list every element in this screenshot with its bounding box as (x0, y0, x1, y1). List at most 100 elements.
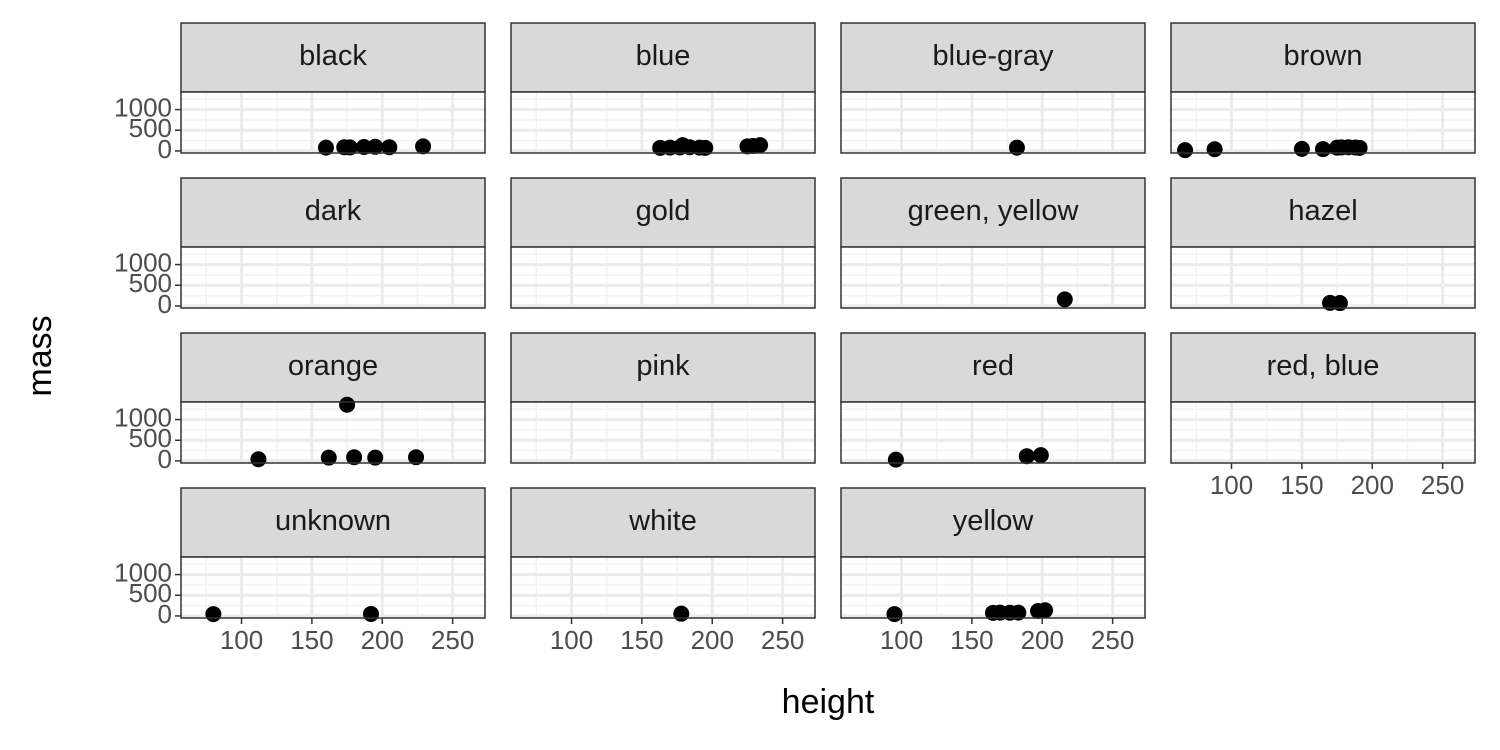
point (1351, 139, 1368, 156)
x-tick-label: 250 (1091, 625, 1134, 655)
x-tick-label: 100 (220, 625, 263, 655)
panel-border (840, 401, 1146, 464)
point (1293, 140, 1310, 157)
x-tick-label: 250 (761, 625, 804, 655)
x-axis-title: height (782, 683, 875, 721)
strip-label: red, blue (1267, 350, 1380, 382)
panel-border (840, 91, 1146, 154)
point (1010, 604, 1027, 621)
strip (840, 177, 1146, 248)
panel-bg (511, 557, 815, 618)
y-tick-label: 500 (129, 268, 172, 298)
strip-label: blue-gray (933, 40, 1054, 72)
strip-label: gold (636, 195, 691, 227)
point (415, 138, 432, 155)
panel-bg (181, 557, 485, 618)
y-tick-label: 1000 (114, 557, 172, 587)
y-tick-label: 500 (129, 113, 172, 143)
x-tick-label: 250 (431, 625, 474, 655)
panel-bg (181, 92, 485, 153)
x-tick-label: 200 (1351, 470, 1394, 500)
point (346, 449, 363, 466)
y-tick-label: 0 (158, 289, 172, 319)
strip (510, 332, 816, 403)
strip (510, 22, 816, 93)
strip (180, 487, 486, 558)
point (1331, 295, 1348, 312)
y-axis-title: mass (21, 315, 59, 396)
strip-label: dark (305, 195, 362, 227)
point (886, 606, 903, 623)
strip-label: brown (1284, 40, 1363, 72)
panel-bg (1171, 247, 1475, 308)
strip (510, 177, 816, 248)
point (317, 139, 334, 156)
strip-label: unknown (275, 505, 391, 537)
point (205, 606, 222, 623)
y-tick-label: 500 (129, 423, 172, 453)
point (1177, 142, 1194, 159)
y-tick-label: 0 (158, 134, 172, 164)
point (673, 605, 690, 622)
point (1315, 141, 1331, 158)
point (1037, 602, 1054, 619)
point (1206, 141, 1223, 158)
point (752, 137, 769, 154)
x-tick-label: 250 (1421, 470, 1464, 500)
strip (1170, 177, 1476, 248)
strip-label: red (972, 350, 1014, 382)
panel-border (840, 556, 1146, 619)
panel-bg (841, 247, 1145, 308)
strip (1170, 332, 1476, 403)
x-tick-label: 150 (290, 625, 333, 655)
strip-label: orange (288, 350, 378, 382)
point (1032, 447, 1049, 464)
strip (180, 332, 486, 403)
panel-bg (511, 402, 815, 463)
point (363, 605, 379, 622)
point (887, 451, 904, 468)
point (250, 451, 267, 468)
point (381, 139, 398, 156)
strip (180, 177, 486, 248)
point (339, 396, 356, 413)
strip-label: white (628, 505, 697, 537)
panel-border (510, 91, 816, 154)
panel-bg (181, 247, 485, 308)
point (367, 449, 384, 466)
strip-label: pink (636, 350, 690, 382)
point (1018, 448, 1035, 465)
panel-border (180, 401, 486, 464)
strip (510, 487, 816, 558)
panel-border (180, 91, 486, 154)
strip-label: green, yellow (908, 195, 1080, 227)
strip (1170, 22, 1476, 93)
panel-border (1170, 246, 1476, 309)
point (1056, 291, 1073, 308)
x-tick-label: 100 (550, 625, 593, 655)
y-tick-label: 1000 (114, 402, 172, 432)
y-tick-label: 0 (158, 599, 172, 629)
point (320, 449, 337, 466)
y-tick-label: 500 (129, 578, 172, 608)
x-tick-label: 200 (691, 625, 734, 655)
strip-label: black (299, 40, 367, 72)
point (341, 139, 358, 156)
point (1008, 139, 1025, 156)
x-tick-label: 150 (950, 625, 993, 655)
panel-border (180, 556, 486, 619)
panel-bg (841, 402, 1145, 463)
panel-border (1170, 91, 1476, 154)
strip-label: blue (636, 40, 691, 72)
x-tick-label: 200 (361, 625, 404, 655)
x-tick-label: 200 (1021, 625, 1064, 655)
point (408, 449, 425, 466)
strip-label: yellow (953, 505, 1035, 537)
panel-bg (1171, 402, 1475, 463)
strip (180, 22, 486, 93)
panel-border (840, 246, 1146, 309)
panel-border (510, 246, 816, 309)
point (367, 138, 384, 155)
x-tick-label: 150 (1280, 470, 1323, 500)
